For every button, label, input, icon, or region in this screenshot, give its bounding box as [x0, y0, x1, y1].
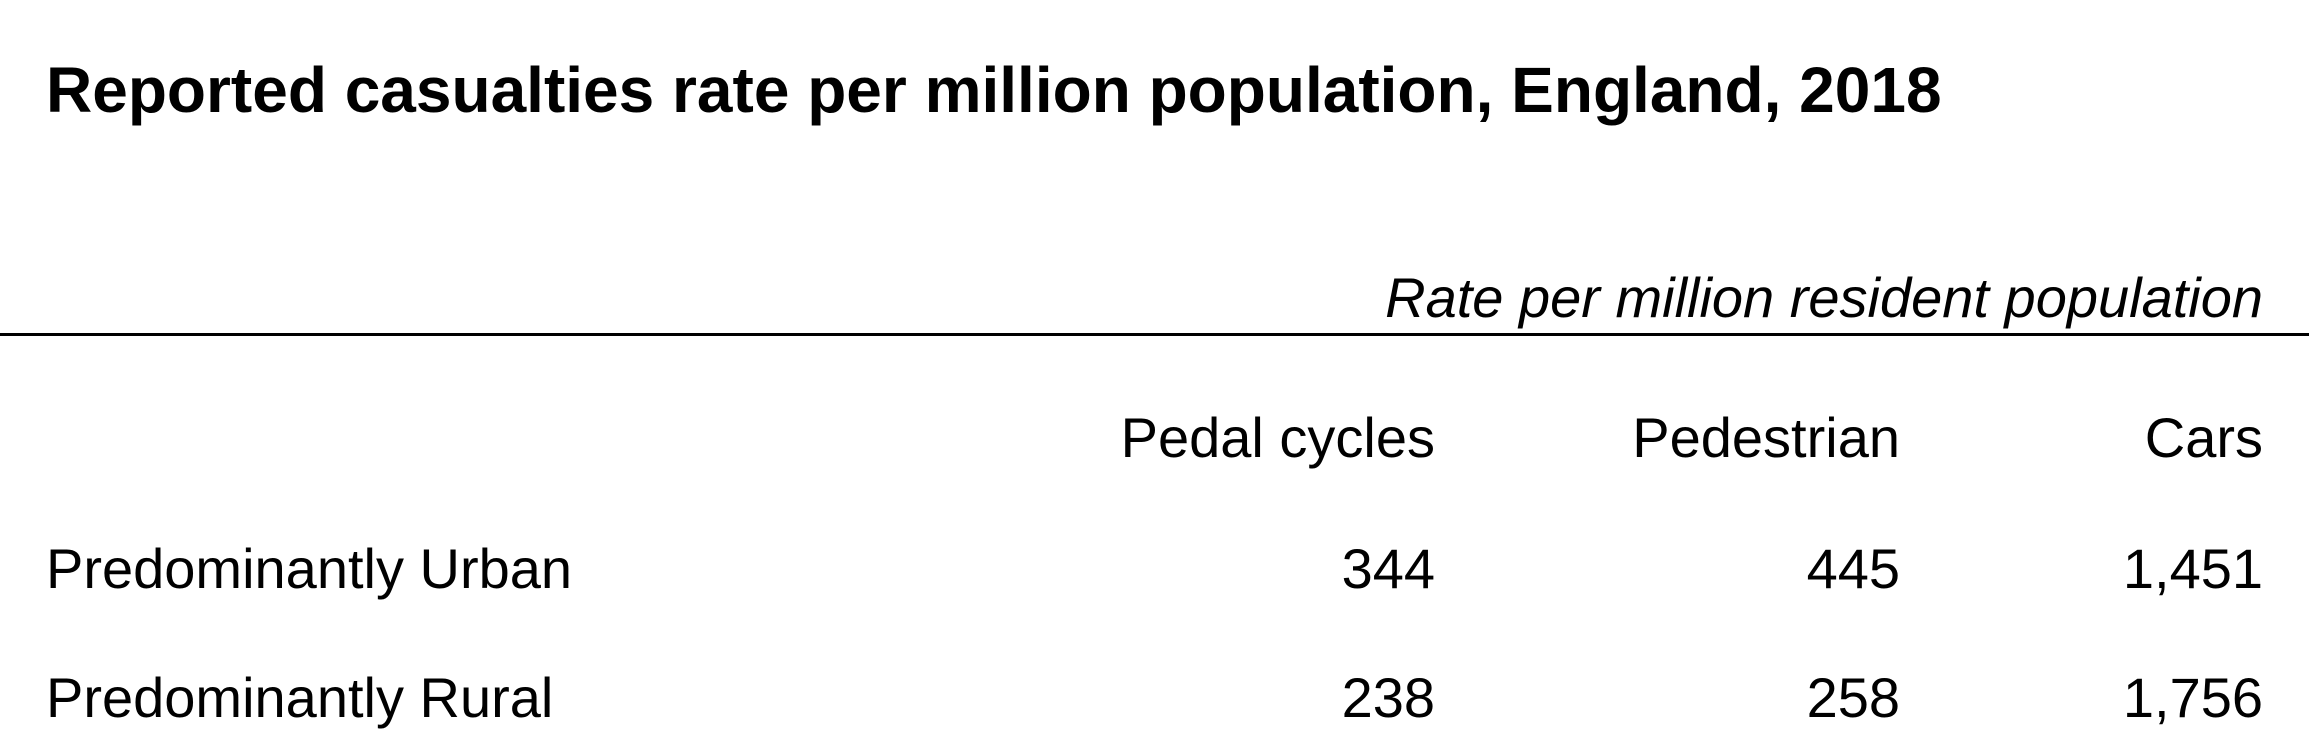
cell-urban-pedal-cycles: 344 — [1341, 537, 1435, 600]
cell-urban-cars: 1,451 — [2122, 537, 2263, 600]
cell-rural-pedestrian: 258 — [1806, 666, 1900, 729]
units-label: Rate per million resident population — [1385, 266, 2263, 329]
chart-title: Reported casualties rate per million pop… — [46, 54, 1942, 126]
column-header-cars: Cars — [2144, 406, 2263, 469]
cell-urban-pedestrian: 445 — [1806, 537, 1900, 600]
header-rule — [0, 333, 2309, 336]
row-label-urban: Predominantly Urban — [46, 537, 573, 600]
row-label-rural: Predominantly Rural — [46, 666, 554, 729]
cell-rural-cars: 1,756 — [2122, 666, 2263, 729]
column-header-pedestrian: Pedestrian — [1632, 406, 1900, 469]
cell-rural-pedal-cycles: 238 — [1341, 666, 1435, 729]
column-header-pedal-cycles: Pedal cycles — [1120, 406, 1435, 469]
